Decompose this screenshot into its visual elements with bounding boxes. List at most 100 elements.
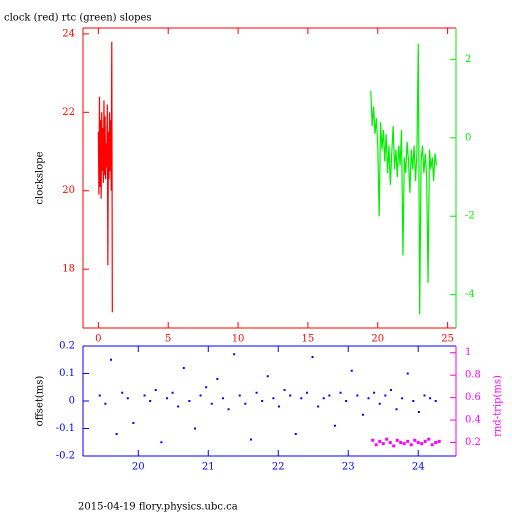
point [434, 400, 437, 402]
point [104, 402, 107, 405]
y-tick-label: 24 [62, 28, 75, 39]
point [143, 394, 146, 397]
x-tick-label: 24 [412, 462, 425, 473]
point [430, 443, 434, 447]
point [361, 413, 364, 416]
point [132, 422, 135, 424]
point [311, 356, 314, 358]
y2-axis-label: rnd-trip(ms) [493, 375, 504, 437]
point [345, 400, 348, 402]
point [395, 438, 399, 442]
x-tick-label: 21 [202, 462, 215, 473]
y2-tick-label: 0 [465, 132, 471, 143]
x-tick-label: 23 [342, 462, 355, 473]
y-axis-label: offset(ms) [35, 376, 46, 427]
point [406, 439, 410, 443]
y2-tick-label: 0.8 [465, 370, 481, 381]
point [165, 397, 168, 400]
point [434, 441, 438, 445]
y2-tick-label: -4 [465, 289, 475, 300]
chart-title: clock (red) rtc (green) slopes [4, 13, 152, 24]
y-tick-label: 0 [69, 396, 75, 407]
series-line [97, 41, 113, 313]
x-tick-label: 22 [272, 462, 285, 473]
point [412, 400, 415, 402]
y2-tick-label: 1 [465, 347, 471, 358]
point [121, 391, 124, 394]
point [409, 443, 413, 447]
point [188, 400, 191, 402]
point [300, 397, 303, 400]
point [109, 358, 112, 361]
y-axis-label: clockslope [35, 151, 46, 204]
point [294, 433, 297, 435]
point [367, 397, 370, 400]
point [389, 389, 392, 391]
point [199, 394, 202, 397]
y-tick-label: 18 [62, 264, 75, 275]
y-tick-label: 0.1 [59, 368, 75, 379]
x-tick-label: 5 [165, 334, 171, 345]
point [233, 353, 236, 356]
x-tick-label: 20 [371, 334, 384, 345]
point [289, 394, 292, 397]
point [177, 405, 180, 408]
point [261, 400, 264, 402]
point [429, 397, 432, 400]
x-tick-label: 10 [232, 334, 245, 345]
y-tick-label: 22 [62, 107, 75, 118]
point [402, 442, 406, 446]
y2-tick-label: 2 [465, 54, 471, 65]
point [406, 372, 409, 375]
y2-tick-label: -2 [465, 211, 475, 222]
point [249, 438, 252, 441]
point [154, 389, 157, 391]
point [374, 443, 378, 447]
point [385, 437, 389, 441]
point [371, 438, 375, 442]
point [427, 437, 431, 441]
point [350, 369, 353, 372]
point [266, 375, 269, 378]
y-tick-label: -0.1 [56, 423, 75, 434]
point [182, 367, 185, 369]
point [356, 394, 359, 397]
point [149, 400, 152, 402]
point [272, 397, 275, 400]
point [384, 394, 387, 397]
x-tick-label: 25 [441, 334, 454, 345]
point [328, 394, 331, 397]
point [317, 405, 320, 408]
y-tick-label: -0.2 [56, 451, 75, 462]
point [115, 433, 118, 435]
point [420, 442, 424, 446]
point [210, 402, 213, 405]
point [205, 386, 208, 389]
x-tick-label: 15 [302, 334, 315, 345]
point [378, 439, 382, 443]
y2-tick-label: 0.6 [465, 392, 481, 403]
point [417, 411, 420, 413]
y2-tick-label: 0.4 [465, 415, 481, 426]
point [277, 405, 280, 408]
point [423, 439, 427, 443]
point [126, 397, 129, 400]
y-tick-label: 20 [62, 185, 75, 196]
y-tick-label: 0.2 [59, 341, 75, 352]
point [381, 442, 385, 446]
point [416, 441, 420, 445]
point [392, 444, 396, 448]
x-tick-label: 20 [132, 462, 145, 473]
point [395, 408, 398, 411]
point [283, 389, 286, 391]
point [339, 391, 342, 394]
point [221, 397, 224, 400]
point [413, 438, 417, 442]
footer: 2015-04-19 flory.physics.ubc.ca [78, 502, 238, 512]
point [244, 402, 247, 405]
point [193, 427, 196, 430]
x-tick-label: 0 [95, 334, 101, 345]
point [399, 441, 403, 445]
